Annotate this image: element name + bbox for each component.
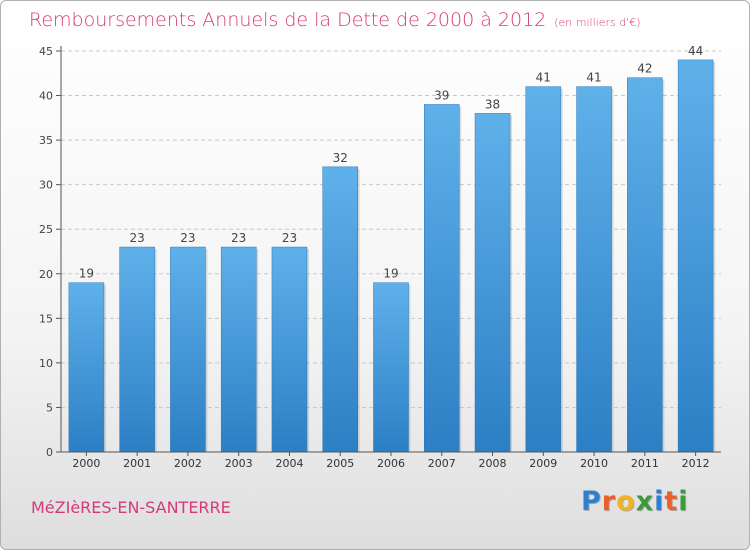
bar-2004 <box>271 246 308 453</box>
bar-2009 <box>525 86 562 453</box>
y-tick-label: 30 <box>39 179 53 192</box>
bar-2006 <box>373 282 409 453</box>
y-tick-label: 0 <box>46 446 53 459</box>
x-tick-label: 2005 <box>326 457 354 470</box>
x-tick-label: 2011 <box>631 457 659 470</box>
x-tick-label: 2009 <box>529 457 557 470</box>
proxiti-logo: Proxiti <box>581 486 689 517</box>
bar-2000 <box>68 282 105 453</box>
logo-letter: P <box>581 486 602 517</box>
logo-letter: o <box>616 486 636 517</box>
y-tick-label: 25 <box>39 223 53 236</box>
y-tick-label: 15 <box>39 312 53 325</box>
data-label: 42 <box>637 62 652 76</box>
bar-2007 <box>424 104 460 453</box>
x-tick-label: 2003 <box>225 457 253 470</box>
y-tick-label: 45 <box>39 45 53 58</box>
labels: 0 5 10 15 20 25 30 35 40 45 19 2000 23 2001 23 2002 23 20… <box>39 44 710 470</box>
x-tick-label: 2000 <box>72 457 100 470</box>
chart-unit-label: (en milliers d'€) <box>554 16 641 29</box>
bar-2008 <box>474 113 511 453</box>
bar-2011 <box>627 77 663 453</box>
logo-letter: i <box>678 486 689 517</box>
data-label: 19 <box>383 267 398 281</box>
bars <box>68 59 716 453</box>
bar-2003 <box>220 246 257 453</box>
bar-2010 <box>576 86 612 453</box>
data-label: 39 <box>434 88 449 102</box>
data-label: 19 <box>79 267 94 281</box>
x-tick-label: 2001 <box>123 457 151 470</box>
logo-letter: r <box>601 486 617 517</box>
x-tick-label: 2006 <box>377 457 405 470</box>
x-tick-label: 2008 <box>479 457 507 470</box>
bar-2005 <box>322 166 358 453</box>
logo-letter: i <box>654 486 665 517</box>
x-tick-label: 2012 <box>682 457 710 470</box>
data-label: 44 <box>688 44 703 58</box>
x-tick-label: 2004 <box>275 457 303 470</box>
bar-2012 <box>677 59 714 453</box>
axes <box>56 46 721 456</box>
data-label: 41 <box>536 71 551 85</box>
bar-2002 <box>170 246 206 453</box>
y-tick-label: 10 <box>39 357 53 370</box>
bar-2001 <box>119 246 155 453</box>
commune-name: MéZIèRES-EN-SANTERRE <box>31 498 231 517</box>
logo-letter: t <box>664 486 679 517</box>
x-tick-label: 2010 <box>580 457 608 470</box>
y-tick-label: 20 <box>39 268 53 281</box>
data-label: 23 <box>130 231 145 245</box>
x-tick-label: 2007 <box>428 457 456 470</box>
logo-letter: x <box>635 486 655 517</box>
data-label: 23 <box>231 231 246 245</box>
y-tick-label: 35 <box>39 134 53 147</box>
y-tick-label: 40 <box>39 90 53 103</box>
data-label: 41 <box>586 71 601 85</box>
data-label: 23 <box>282 231 297 245</box>
chart-title-text: Remboursements Annuels de la Dette de 20… <box>29 9 547 31</box>
data-label: 23 <box>180 231 195 245</box>
data-label: 38 <box>485 97 500 111</box>
y-tick-label: 5 <box>46 401 53 414</box>
x-tick-label: 2002 <box>174 457 202 470</box>
data-label: 32 <box>333 151 348 165</box>
chart-title: Remboursements Annuels de la Dette de 20… <box>29 9 641 31</box>
